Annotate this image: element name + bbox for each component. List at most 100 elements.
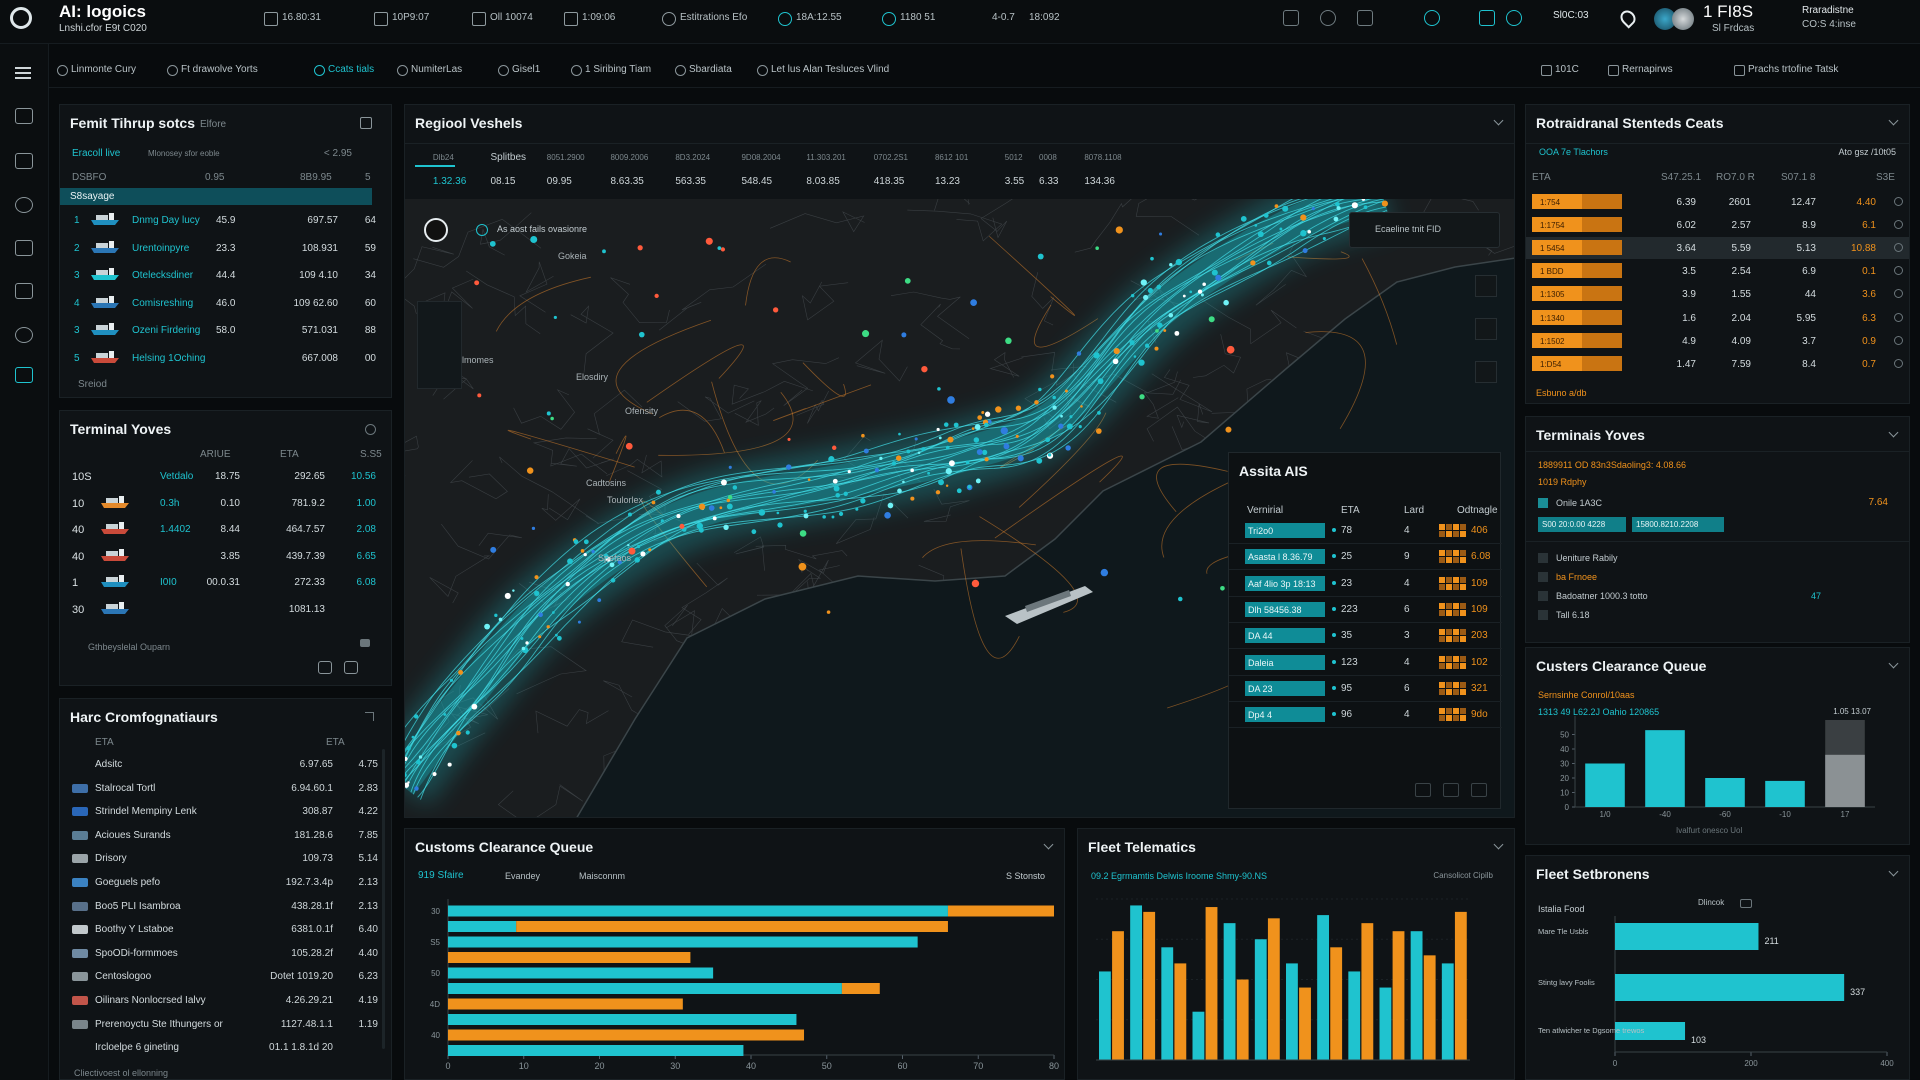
vessel-dot [556,635,562,641]
nav-icon [15,153,33,169]
bullet [1332,580,1336,585]
filter[interactable]: Ft drawolve Yorts [181,64,258,75]
deck [96,325,108,330]
tab[interactable]: 8612 101 [934,153,969,162]
place-label: Ofensity [625,406,659,416]
tab[interactable]: 8D3.2024 [675,153,711,162]
bridge [109,213,114,220]
vessel-dot [898,432,901,436]
pin-icon [1617,7,1639,29]
vessel-dot [451,742,458,749]
chevron[interactable] [1888,115,1899,126]
tab[interactable]: 0702.2S1 [873,153,908,162]
vessel-dot [835,492,841,498]
tab[interactable]: 8078.1108 [1084,153,1122,162]
cell: 8.9 [1802,220,1816,232]
badge [1245,628,1325,644]
tab[interactable]: 9D08.2004 [741,153,781,162]
port-dot [1005,337,1012,345]
chevron[interactable] [1888,427,1899,438]
cell-block [1439,688,1445,695]
filter[interactable]: Ccats tials [328,64,375,75]
vessel-dot [1322,236,1326,241]
vessel-dot [1363,205,1368,210]
data-label: 337 [1850,987,1865,997]
filter[interactable]: NumiterLas [411,64,463,75]
cell: 1:1305 [1540,290,1565,300]
port-dot [772,307,779,313]
tab[interactable]: Splitbes [490,152,527,163]
rate-bar [1582,194,1622,209]
route-strand [405,199,1333,758]
port-dot [705,237,713,245]
tab[interactable]: 11.303.201 [806,153,846,162]
filter[interactable]: Sbardiata [689,64,732,75]
filter[interactable]: Prachs trtofine Tatsk [1748,64,1839,75]
vessel-dot [895,455,902,461]
bar [1299,987,1311,1060]
filter[interactable]: 101C [1555,64,1579,75]
y-tick-label: 50 [431,969,440,978]
cell: 697.57 [307,215,338,226]
tab[interactable]: Dlb24 [432,153,454,162]
vessel-dot [776,511,780,515]
vessel-dot [1302,248,1308,254]
tab[interactable]: 8009.2006 [610,153,649,162]
road [907,209,1003,242]
filter[interactable]: Linmonte Cury [71,64,137,75]
road [923,488,970,522]
cell: 5.14 [358,853,378,865]
cell-block [1439,629,1445,636]
cell: 00 [364,352,376,364]
vessel-dot [1097,410,1101,415]
ais-tool [1443,783,1459,797]
vessel-dot [573,539,579,545]
ship-icon [91,268,119,280]
vessel-dot [987,419,992,424]
cell: 10.88 [1850,243,1876,255]
x-tick-label: -60 [1719,810,1731,819]
road [1461,199,1479,211]
vessel-dot [803,509,807,513]
port-dot [971,579,980,588]
chevron[interactable] [1493,115,1504,126]
tab[interactable]: 5012 [1004,153,1023,162]
stat: 18A:12.55 [796,12,842,23]
port-dot [1225,426,1232,433]
ais-cell: Aaf 4lio 3p 18:13 [1248,578,1316,589]
ais-cell: 321 [1471,682,1488,694]
item: Onile 1A3C [1556,498,1603,508]
tab[interactable]: 0008 [1039,153,1057,162]
cell-block [1446,531,1452,537]
road [980,199,1013,239]
cell-block [1460,609,1466,616]
row-icon [72,901,88,911]
link [960,548,1020,659]
filter[interactable]: Let lus Alan Tesluces Vlind [771,64,890,75]
road [920,303,961,350]
road [734,400,775,426]
tab[interactable]: Eracoll live [72,148,121,159]
checkbox [1538,553,1548,563]
row-icon [72,925,88,935]
divider [1526,451,1909,452]
cell: 2.13 [358,877,378,888]
data-label: 103 [1691,1035,1706,1045]
filter[interactable]: Rernapirws [1622,64,1673,75]
filter[interactable]: 1 Siribing Tiam [585,64,652,75]
stat: 10P9:07 [392,12,430,23]
x-tick-label: 50 [822,1061,832,1071]
ais-cell: 23 [1341,577,1353,589]
ais-cell: Dlh 58456.38 [1248,604,1302,615]
cell-block [1453,662,1459,669]
vessel-dot [897,488,902,494]
vessel-dot [981,410,985,415]
badge [1245,575,1325,591]
cell: 18.75 [214,471,240,482]
cell: Goeguels pefo [95,877,161,888]
tab[interactable]: Mlonosey sfor eoble [148,149,220,158]
cell-block [1453,655,1459,662]
tab[interactable]: 8051.2900 [546,153,585,162]
filter[interactable]: Gisel1 [512,64,541,75]
cell-block [1439,715,1445,722]
